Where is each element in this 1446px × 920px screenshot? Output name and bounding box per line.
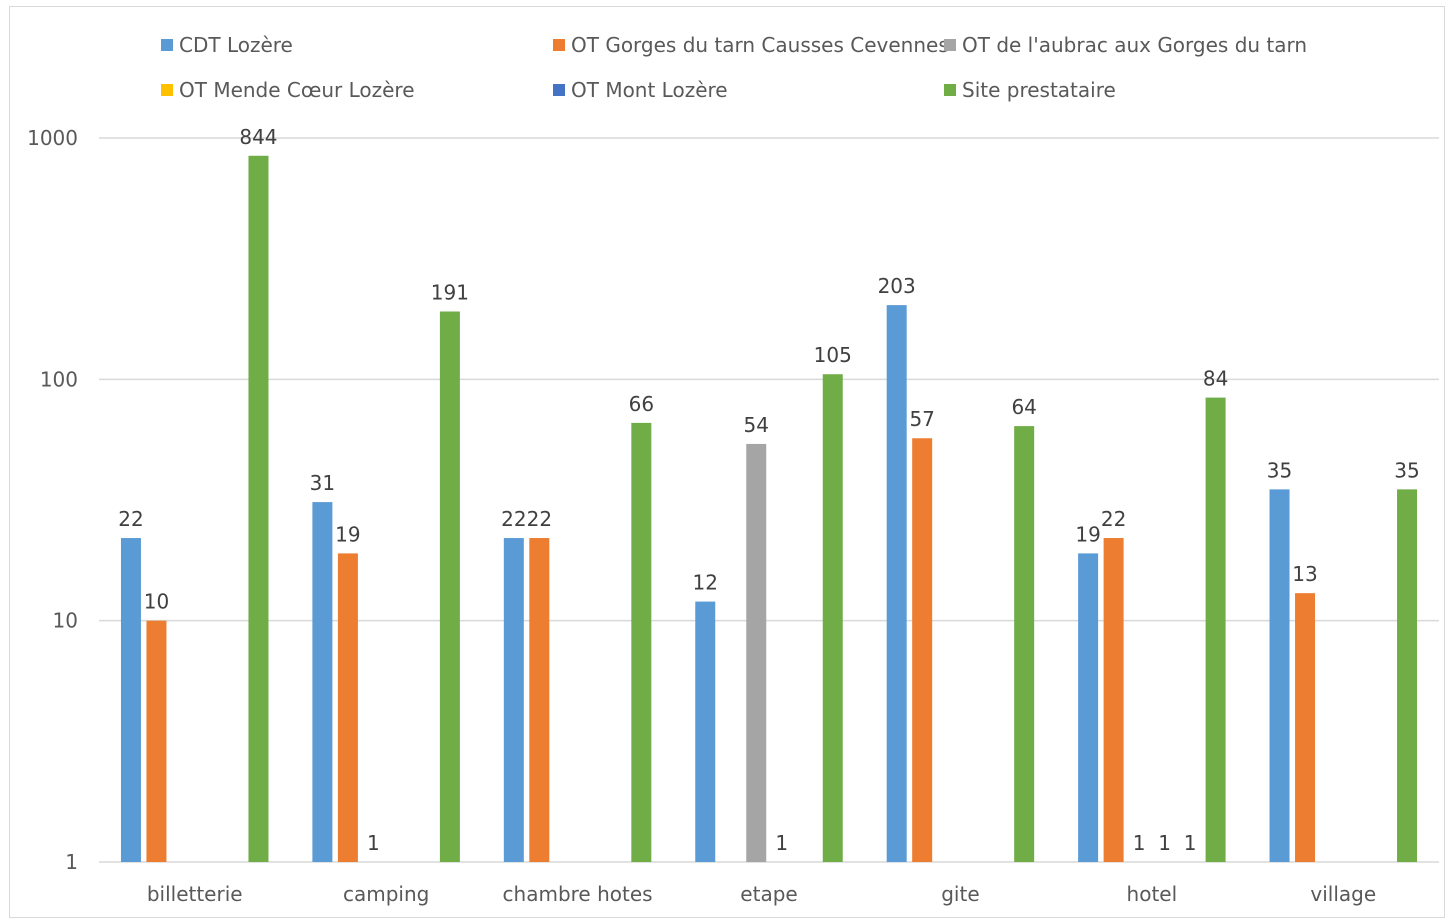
- bar: [503, 538, 524, 862]
- legend-label: OT Gorges du tarn Causses Cevennes: [571, 33, 949, 57]
- data-label: 1: [367, 831, 380, 855]
- data-label: 13: [1292, 562, 1317, 586]
- legend-label: Site prestataire: [962, 78, 1116, 102]
- data-label: 191: [431, 281, 469, 305]
- bar: [1205, 397, 1226, 862]
- legend-swatch: [553, 84, 565, 96]
- y-tick-label: 100: [40, 367, 78, 391]
- bar: [120, 538, 141, 862]
- legend-item-site-prestataire: Site prestataire: [944, 78, 1116, 102]
- data-label: 31: [310, 471, 335, 495]
- x-tick-label: chambre hotes: [503, 882, 653, 906]
- bar: [695, 601, 716, 862]
- legend-swatch: [161, 39, 173, 51]
- data-label: 22: [1101, 507, 1126, 531]
- bar: [1397, 489, 1418, 862]
- data-label: 1: [1158, 831, 1171, 855]
- data-label: 54: [744, 413, 769, 437]
- bar: [248, 155, 269, 863]
- data-label: 64: [1011, 395, 1036, 419]
- y-tick-label: 1000: [27, 126, 78, 150]
- data-label: 35: [1267, 458, 1292, 482]
- legend-label: OT Mende Cœur Lozère: [179, 78, 415, 102]
- legend-swatch: [161, 84, 173, 96]
- bar: [912, 438, 933, 862]
- data-label: 22: [118, 507, 143, 531]
- data-label: 19: [1075, 522, 1100, 546]
- data-label: 1: [775, 831, 788, 855]
- legend-item-cdt-lozere: CDT Lozère: [161, 33, 293, 57]
- bar: [1103, 538, 1124, 862]
- legend-item-ot-mende: OT Mende Cœur Lozère: [161, 78, 415, 102]
- data-label: 19: [335, 522, 360, 546]
- x-tick-label: camping: [343, 882, 429, 906]
- y-tick-label: 10: [53, 609, 78, 633]
- legend-swatch: [553, 39, 565, 51]
- bar: [529, 538, 550, 862]
- x-tick-label: billetterie: [147, 882, 243, 906]
- bar: [312, 502, 333, 862]
- x-tick-label: village: [1310, 882, 1376, 906]
- legend-item-ot-mont-lozere: OT Mont Lozère: [553, 78, 728, 102]
- bar: [1014, 426, 1035, 862]
- bar: [822, 374, 843, 862]
- bar: [631, 422, 652, 862]
- data-label: 1: [1184, 831, 1197, 855]
- data-label: 35: [1394, 458, 1419, 482]
- bar: [1269, 489, 1290, 862]
- x-tick-label: gite: [941, 882, 979, 906]
- data-label: 105: [814, 343, 852, 367]
- data-label: 844: [239, 125, 277, 149]
- legend-label: OT de l'aubrac aux Gorges du tarn: [962, 33, 1308, 57]
- data-label: 203: [878, 274, 916, 298]
- x-tick-label: hotel: [1127, 882, 1178, 906]
- bar: [439, 311, 460, 862]
- bar: [1295, 593, 1316, 862]
- bar: [746, 443, 767, 862]
- data-label: 22: [527, 507, 552, 531]
- bar: [886, 305, 907, 863]
- legend-item-ot-aubrac: OT de l'aubrac aux Gorges du tarn: [944, 33, 1307, 57]
- data-label: 57: [909, 407, 934, 431]
- legend-swatch: [944, 39, 956, 51]
- legend-label: CDT Lozère: [179, 33, 293, 57]
- data-label: 22: [501, 507, 526, 531]
- data-label: 1: [1133, 831, 1146, 855]
- legend-label: OT Mont Lozère: [571, 78, 728, 102]
- bar: [337, 553, 358, 862]
- data-label: 84: [1203, 367, 1228, 391]
- legend-swatch: [944, 84, 956, 96]
- x-tick-label: etape: [740, 882, 797, 906]
- legend-item-ot-gorges-du-tarn: OT Gorges du tarn Causses Cevennes: [553, 33, 949, 57]
- data-label: 10: [144, 590, 169, 614]
- data-label: 66: [629, 392, 654, 416]
- legend: CDT Lozère OT Gorges du tarn Causses Cev…: [0, 0, 1446, 120]
- data-label: 12: [693, 571, 718, 595]
- bar: [1078, 553, 1099, 862]
- bar: [146, 620, 167, 862]
- y-tick-label: 1: [65, 850, 78, 874]
